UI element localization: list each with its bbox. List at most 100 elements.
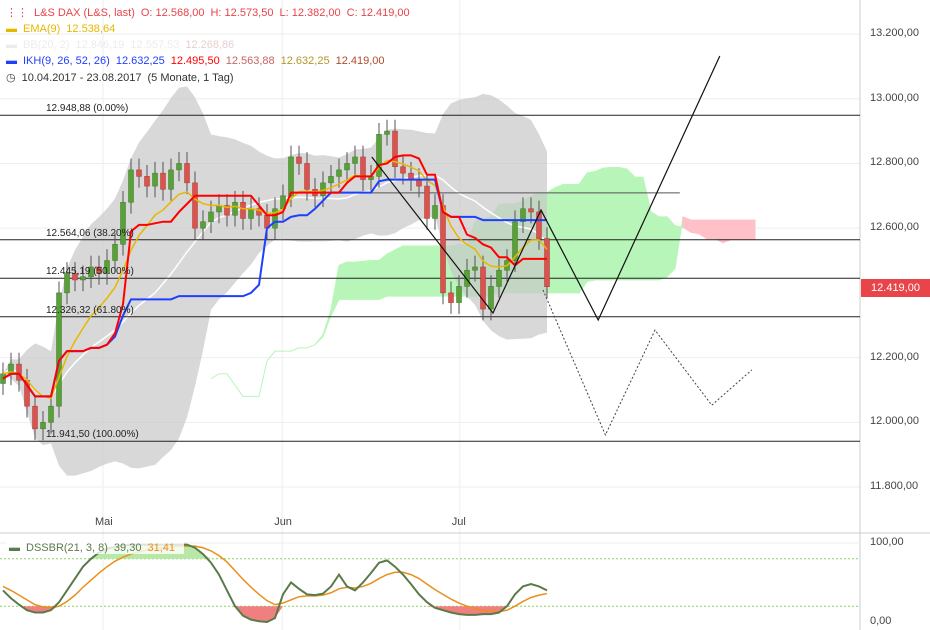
ichimoku-cloud-segment [626, 167, 636, 281]
candle-body [288, 156, 294, 197]
dss-line [2, 543, 548, 624]
candle-body [64, 273, 70, 294]
ichimoku-cloud-segment [706, 219, 716, 240]
ichimoku-cloud-segment [698, 219, 708, 240]
bb-swatch-icon: ▬ [6, 39, 17, 51]
ikh-span-b: 12.632,25 [280, 55, 330, 67]
osc-y-tick-label: 100,00 [870, 536, 904, 548]
fib-label: 12.326,32 (61.80%) [46, 304, 134, 316]
candle-body [32, 405, 38, 430]
ichimoku-cloud-segment [658, 216, 668, 281]
clock-icon: ◷ [6, 72, 16, 84]
candle-body [56, 292, 62, 407]
legend-bb[interactable]: ▬ BB(20, 2) 12.846,19 12.557,53 12.268,86 [6, 39, 240, 51]
candle-body [360, 156, 366, 180]
x-tick-label: Jun [274, 516, 292, 528]
bb-label: BB(20, 2) [23, 39, 70, 51]
ichimoku-cloud-segment [394, 245, 404, 297]
ichimoku-cloud-segment [338, 261, 348, 300]
candle-body [208, 211, 214, 222]
fib-label: 12.564,06 (38.20%) [46, 227, 134, 239]
x-tick-label: Jul [451, 516, 466, 528]
ichimoku-cloud-segment [290, 347, 300, 352]
candle-body [152, 172, 158, 187]
candle-body [272, 208, 278, 229]
legend-main: ⋮⋮ L&S DAX (L&S, last) O: 12.568,00 H: 12.5… [6, 6, 416, 19]
candle-body [376, 134, 382, 177]
dss-signal-line [2, 545, 548, 613]
projection-dotted-line [542, 289, 753, 437]
bb-upper: 12.846,19 [75, 39, 125, 51]
bb-mid: 12.557,53 [130, 39, 180, 51]
candle-body [344, 163, 350, 171]
candle-body [16, 363, 22, 381]
candle-body [168, 169, 174, 190]
candle-body [496, 269, 502, 287]
ichimoku-cloud-segment [610, 166, 620, 281]
candle-body [480, 266, 486, 310]
candle-body [432, 205, 438, 219]
high-value: H: 12.573,50 [210, 7, 274, 19]
ema-value: 12.538,64 [66, 23, 116, 35]
osc-oversold-fill [259, 606, 267, 622]
candle-body [240, 202, 246, 219]
ichimoku-cloud-segment [314, 333, 324, 346]
low-value: L: 12.382,00 [279, 7, 341, 19]
ikh-kijun: 12.632,25 [115, 55, 165, 67]
candle-body [136, 169, 142, 177]
ichimoku-cloud-segment [746, 219, 756, 240]
candle-body [512, 221, 518, 261]
candle-body [72, 273, 78, 281]
y-tick-label: 13.200,00 [870, 27, 919, 39]
candle-body [224, 205, 230, 216]
ichimoku-cloud-segment [258, 360, 268, 397]
ichimoku-cloud-segment [594, 167, 604, 281]
ichimoku-cloud-segment [682, 216, 692, 234]
osc-overbought-fill [187, 544, 195, 559]
candle-body [384, 130, 390, 135]
ichimoku-cloud-segment [674, 216, 684, 269]
ichimoku-cloud-segment [378, 253, 388, 301]
ichimoku-cloud-segment [562, 183, 572, 294]
legend-ema[interactable]: ▬ EMA(9) 12.538,64 [6, 23, 121, 35]
dss-label: DSSBR(21, 3, 8) [26, 542, 108, 554]
ichimoku-cloud-segment [418, 245, 428, 297]
candle-body [544, 238, 550, 287]
y-tick-label: 12.000,00 [870, 415, 919, 428]
candle-body [104, 260, 110, 274]
ichimoku-cloud-segment [266, 350, 276, 362]
fib-label: 12.948,88 (0.00%) [46, 103, 129, 115]
duration: (5 Monate, 1 Tag) [147, 72, 234, 84]
candles-icon: ⋮⋮ [6, 7, 28, 19]
open-value: O: 12.568,00 [140, 7, 205, 19]
ichimoku-cloud-segment [386, 249, 396, 297]
candle-body [472, 266, 478, 271]
candle-body [96, 266, 102, 274]
legend-ikh[interactable]: ▬ IKH(9, 26, 52, 26) 12.632,25 12.495,50 12.… [6, 55, 391, 67]
candle-body [40, 422, 46, 430]
ichimoku-cloud-segment [426, 245, 436, 297]
y-tick-label: 13.000,00 [870, 91, 919, 104]
ikh-chikou: 12.419,00 [335, 55, 385, 67]
x-tick-label: Mai [95, 516, 113, 528]
dss-swatch-icon: ▬ [9, 542, 20, 554]
candle-body [200, 221, 206, 229]
ikh-label: IKH(9, 26, 52, 26) [23, 55, 110, 67]
candle-body [232, 202, 238, 216]
close-value: C: 12.419,00 [346, 7, 410, 19]
y-tick-label: 12.600,00 [870, 221, 919, 234]
osc-legend[interactable]: ▬ DSSBR(21, 3, 8) 39,30 31,41 [6, 542, 184, 554]
ichimoku-cloud-segment [578, 171, 588, 295]
ema-label: EMA(9) [23, 23, 61, 35]
ichimoku-cloud-segment [690, 219, 700, 235]
candle-body [536, 211, 542, 239]
osc-oversold-fill [251, 606, 259, 622]
candle-body [120, 202, 126, 245]
ichimoku-cloud-segment [738, 219, 748, 240]
ichimoku-cloud-segment [666, 215, 676, 278]
ichimoku-cloud-segment [362, 259, 372, 300]
ema-swatch-icon: ▬ [6, 23, 17, 35]
fib-label: 12.445,19 (50.00%) [46, 266, 134, 278]
